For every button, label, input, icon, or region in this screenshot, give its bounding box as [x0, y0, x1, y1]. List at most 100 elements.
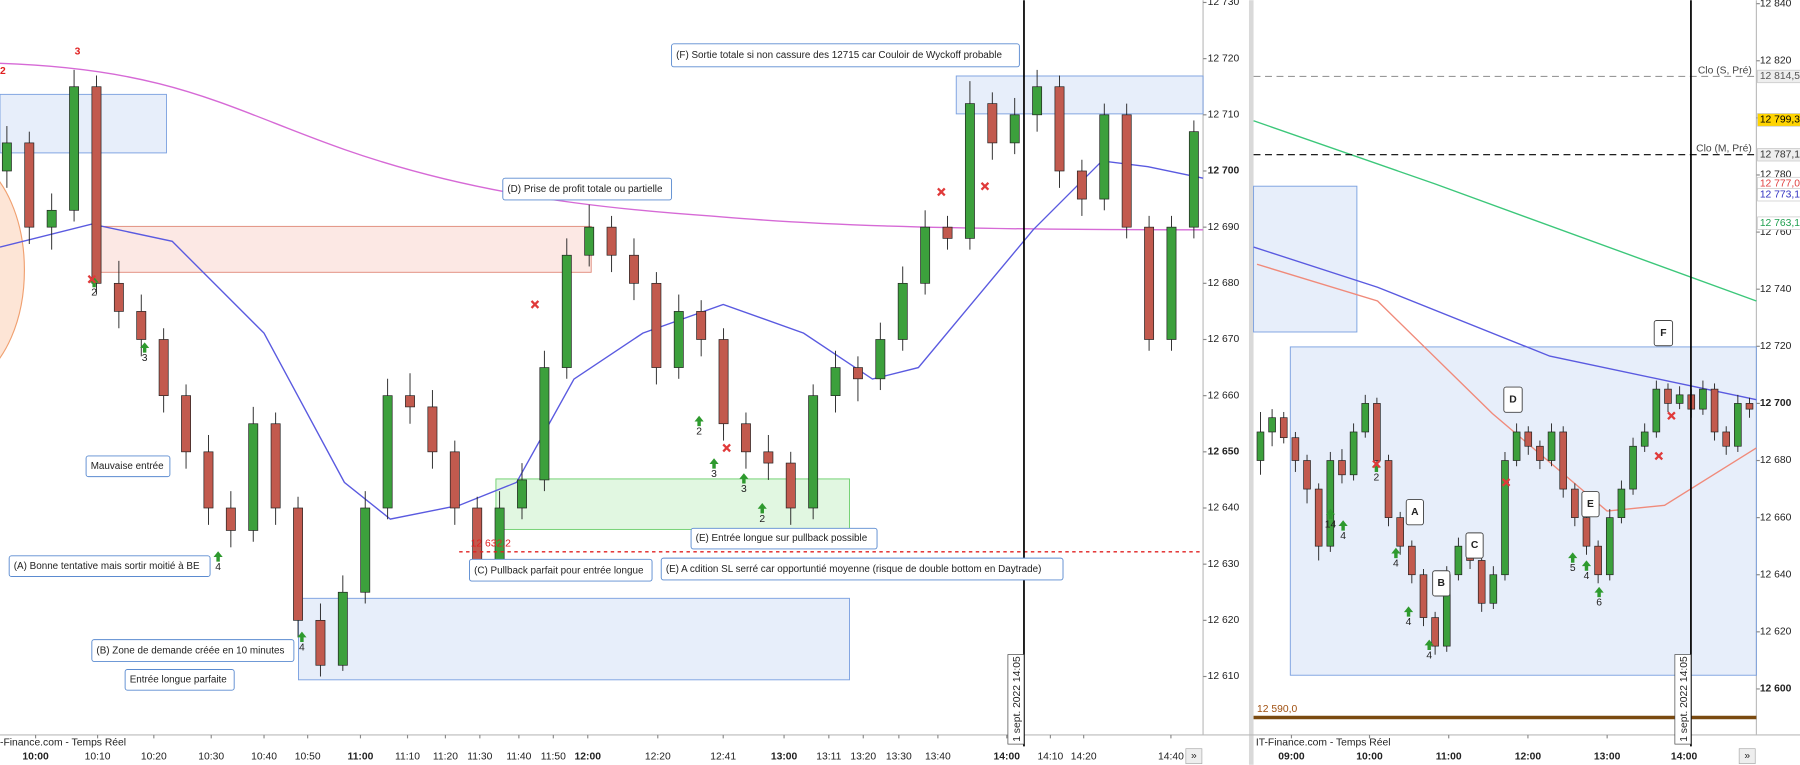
annotation-box — [671, 43, 1020, 68]
annotation-box — [85, 455, 171, 478]
candle-body — [1268, 417, 1276, 433]
y-tick-label: 12 660 — [1760, 512, 1792, 523]
candle-body — [606, 226, 617, 256]
buy-arrow — [1581, 560, 1592, 571]
signal-count: 4 — [1393, 559, 1399, 570]
x-tick-label: 14:00 — [1671, 751, 1698, 762]
y-tick-label: 12 660 — [1208, 390, 1240, 401]
signal-count: 2 — [759, 514, 765, 525]
y-tick-label: 12 760 — [1760, 227, 1792, 238]
candle-body — [1419, 574, 1428, 618]
letter-box — [1465, 532, 1484, 559]
candle-body — [1664, 388, 1672, 404]
x-tick-label: 12:00 — [575, 751, 602, 762]
x-tick-label: 10:00 — [1356, 751, 1383, 762]
candle-body — [987, 103, 998, 144]
x-tick-label: 14:00 — [994, 751, 1021, 762]
candle-body — [1338, 460, 1346, 476]
moving-average — [1256, 263, 1757, 512]
date-tag-box — [1007, 654, 1025, 745]
candle-body — [1710, 388, 1719, 433]
price-tag-label: 12 763,1 — [1760, 218, 1800, 229]
x-tick-label: 14:40 — [1158, 751, 1184, 762]
buy-arrow — [709, 458, 719, 469]
y-tick-label: 12 620 — [1208, 615, 1240, 626]
circle-highlight — [0, 181, 25, 359]
candle-body — [360, 507, 371, 593]
candle-body — [561, 254, 572, 368]
signal-count: 14 — [1325, 520, 1337, 531]
price-tag-label: 12 814,5 — [1760, 71, 1800, 82]
y-tick-label: 12 620 — [1760, 627, 1792, 638]
candle-body — [897, 282, 908, 340]
candle-body — [696, 311, 707, 340]
signal-count: 3 — [711, 469, 717, 480]
candle-body — [1, 142, 12, 172]
y-tick-label: 12 680 — [1760, 455, 1792, 466]
signal-count: 2 — [696, 427, 702, 438]
candle-body — [741, 423, 751, 453]
cursor-date: 1 sept. 2022 14:05 — [1012, 656, 1023, 742]
candle-body — [113, 282, 124, 312]
buy-arrow — [694, 415, 704, 427]
candle-body — [24, 142, 35, 228]
buy-arrow — [1391, 547, 1401, 559]
y-tick-label: 12 720 — [1760, 341, 1792, 352]
candle-body — [1188, 131, 1199, 228]
x-tick-label: 14:10 — [1037, 751, 1063, 762]
annotation-box — [660, 557, 1064, 581]
x-tick-label: 10:40 — [251, 751, 277, 762]
annotation: (E) Entrée longue sur pullback possible — [696, 533, 868, 544]
candle-body — [69, 86, 80, 211]
x-tick-label: 11:00 — [1436, 751, 1462, 762]
candle-body — [248, 423, 259, 531]
scroll-button[interactable] — [1185, 748, 1203, 764]
candle-body — [1076, 170, 1087, 200]
y-tick-label: 12 710 — [1208, 110, 1240, 121]
signal-count: 2 — [91, 288, 97, 299]
candle-body — [1279, 417, 1288, 439]
scroll-button-label[interactable]: » — [1191, 750, 1197, 761]
candle-body — [673, 311, 684, 368]
price-tag-box — [1757, 216, 1800, 230]
candle-body — [136, 311, 147, 340]
x-tick-label: 13:40 — [925, 751, 951, 762]
y-tick-label: 12 720 — [1208, 53, 1240, 64]
letter-label: D — [1509, 394, 1517, 405]
signal-count: 4 — [1406, 617, 1412, 628]
candle-body — [1536, 445, 1544, 461]
candle-body — [91, 86, 102, 284]
candle-body — [203, 451, 214, 509]
candle-body — [1303, 460, 1311, 490]
candle-body — [1734, 403, 1742, 447]
candle-body — [942, 226, 953, 239]
candle-body — [1396, 517, 1404, 547]
price-tag-box — [1757, 113, 1800, 127]
scroll-button-label[interactable]: » — [1744, 750, 1750, 761]
wyckoff-zone — [955, 75, 1204, 115]
candle-body — [1605, 517, 1614, 576]
price-tag-label: 12 799,3 — [1760, 115, 1800, 126]
x-tick-label: 09:00 — [1278, 751, 1305, 762]
buy-arrow — [1338, 520, 1348, 531]
data-source: -Finance.com - Temps Réel — [0, 738, 126, 749]
letter-box — [1405, 499, 1424, 526]
signal-count: 3 — [741, 484, 747, 495]
left-price-axis — [1203, 0, 1249, 765]
x-tick-label: 13:00 — [771, 751, 798, 762]
price-tag-label: 12 777,0 — [1760, 178, 1800, 189]
candle-body — [315, 619, 326, 666]
candle-body — [1166, 226, 1177, 340]
y-tick-label: 12 780 — [1760, 170, 1792, 181]
buy-arrow — [1403, 606, 1414, 617]
buy-arrow — [297, 631, 307, 642]
x-tick-label: 11:20 — [433, 751, 458, 762]
scroll-button[interactable] — [1738, 748, 1756, 764]
x-tick-label: 14:20 — [1071, 751, 1097, 762]
letter-label: C — [1471, 540, 1479, 551]
annotation: (B) Zone de demande créée en 10 minutes — [96, 646, 284, 657]
candle-body — [1384, 460, 1393, 518]
x-tick-label: 10:00 — [22, 751, 49, 762]
candle-body — [1629, 445, 1637, 490]
y-tick-label: 12 740 — [1760, 284, 1792, 295]
